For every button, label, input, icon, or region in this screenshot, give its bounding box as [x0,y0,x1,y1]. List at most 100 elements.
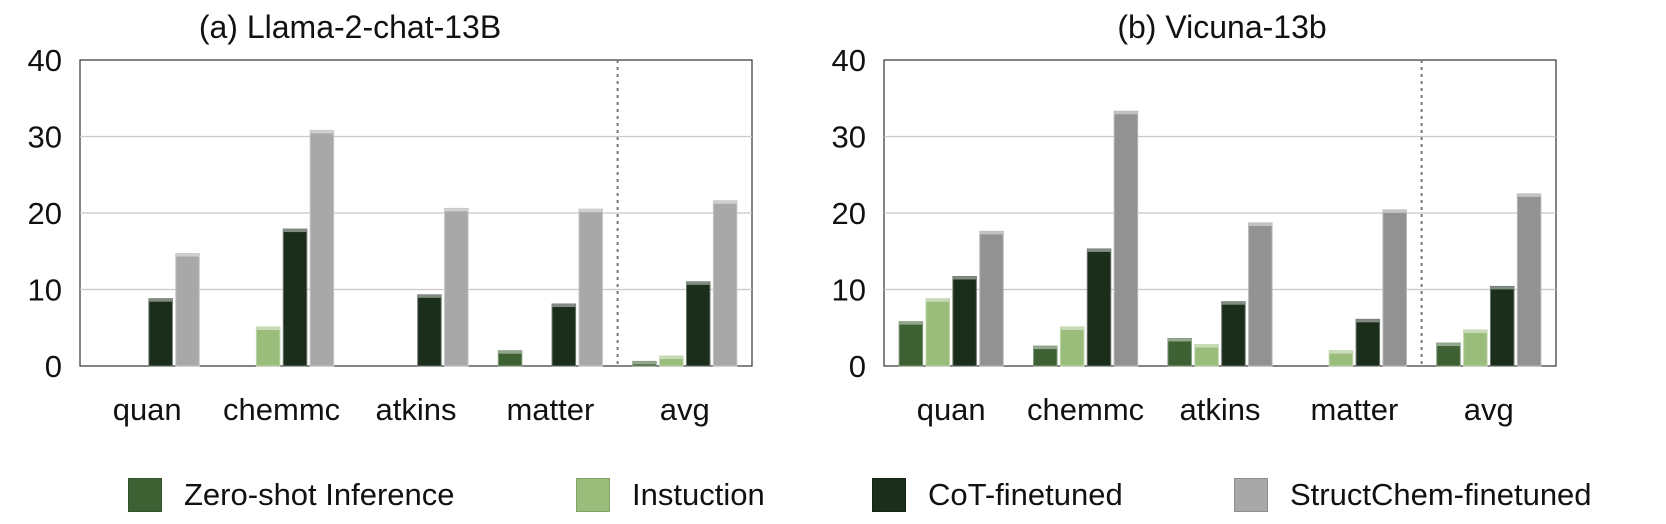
legend-item-zero-shot: Zero-shot Inference [128,466,455,524]
panel-llama: (a) Llama-2-chat-13B 0 10 20 30 40 quan chemmc a… [28,9,753,427]
bar-highlight-vicuna-chemmc-cot [1087,248,1111,252]
bar-highlight-vicuna-matter-structchem [1382,209,1407,213]
y-tick-label-llama-10: 10 [28,273,62,308]
bar-vicuna-atkins-cot [1221,301,1246,367]
legend-label-instuction: Instuction [632,477,765,512]
y-tick-label-vicuna-0: 0 [849,349,866,384]
bar-highlight-vicuna-chemmc-zero-shot [1033,346,1058,350]
bar-highlight-llama-chemmc-structchem [310,130,334,134]
legend-item-cot: CoT-finetuned [872,466,1123,524]
bar-highlight-vicuna-quan-structchem [979,231,1004,235]
y-tick-label-llama-40: 40 [28,43,62,78]
bar-highlight-vicuna-avg-instuction [1463,330,1488,334]
bar-highlight-vicuna-matter-instuction [1329,350,1353,354]
x-tick-label-llama-chemmc: chemmc [223,392,340,427]
y-tick-label-vicuna-20: 20 [832,196,866,231]
bar-vicuna-atkins-instuction [1194,344,1219,367]
bar-llama-matter-structchem [578,208,603,367]
bar-highlight-vicuna-quan-cot [952,276,977,280]
bar-vicuna-chemmc-structchem [1113,110,1139,367]
bar-highlight-vicuna-avg-cot [1490,286,1514,290]
legend-label-structchem: StructChem-finetuned [1290,477,1592,512]
chart-title-vicuna: (b) Vicuna-13b [1117,9,1326,45]
bar-vicuna-quan-cot [952,275,977,367]
bar-highlight-vicuna-chemmc-instuction [1060,326,1084,330]
bar-highlight-llama-atkins-structchem [444,208,469,212]
bar-highlight-llama-chemmc-instuction [256,326,280,330]
bar-vicuna-matter-structchem [1382,209,1407,367]
bar-vicuna-matter-cot [1355,318,1381,367]
bar-vicuna-avg-zero-shot [1436,342,1461,367]
bar-highlight-llama-avg-zero-shot [632,361,657,365]
chart-canvas: (a) Llama-2-chat-13B 0 10 20 30 40 quan chemmc a… [28,9,1557,427]
bar-highlight-vicuna-quan-instuction [926,298,950,302]
bar-llama-chemmc-structchem [309,129,335,367]
bar-highlight-vicuna-atkins-instuction [1194,344,1219,348]
bar-highlight-vicuna-chemmc-structchem [1114,111,1138,115]
bar-highlight-vicuna-atkins-zero-shot [1167,338,1192,342]
legend-label-zero-shot: Zero-shot Inference [184,477,455,512]
bar-vicuna-atkins-zero-shot [1167,337,1192,367]
bar-vicuna-avg-cot [1489,285,1515,367]
bar-vicuna-atkins-structchem [1248,222,1273,367]
bar-vicuna-chemmc-instuction [1059,326,1085,367]
x-tick-label-vicuna-quan: quan [917,392,986,427]
bar-vicuna-quan-instuction [925,298,951,367]
x-tick-label-vicuna-chemmc: chemmc [1027,392,1144,427]
legend-item-structchem: StructChem-finetuned [1234,466,1592,524]
bar-highlight-llama-avg-cot [686,281,710,285]
x-tick-label-llama-quan: quan [113,392,182,427]
bar-highlight-vicuna-atkins-cot [1221,301,1246,305]
bar-highlight-vicuna-matter-cot [1356,319,1380,323]
y-tick-label-llama-30: 30 [28,120,62,155]
bar-highlight-llama-matter-structchem [578,209,603,213]
bar-highlight-llama-quan-structchem [175,253,200,257]
bar-llama-chemmc-instuction [255,326,281,367]
bar-highlight-vicuna-avg-structchem [1517,193,1541,197]
bar-llama-quan-cot [148,298,173,367]
y-tick-label-vicuna-40: 40 [832,43,866,78]
x-tick-label-llama-avg: avg [660,392,710,427]
bar-llama-chemmc-cot [282,228,308,367]
bar-vicuna-quan-structchem [979,230,1004,367]
chart-legend: Zero-shot Inference Instuction CoT-finet… [0,466,1666,524]
bar-vicuna-quan-zero-shot [898,321,924,367]
legend-label-cot: CoT-finetuned [928,477,1123,512]
y-tick-label-vicuna-10: 10 [832,273,866,308]
bar-highlight-vicuna-quan-zero-shot [899,321,923,325]
bar-highlight-vicuna-avg-zero-shot [1436,343,1461,347]
y-tick-label-vicuna-30: 30 [832,120,866,155]
legend-item-instuction: Instuction [576,466,765,524]
x-tick-label-vicuna-avg: avg [1464,392,1514,427]
bar-highlight-llama-matter-zero-shot [498,350,522,354]
bar-highlight-vicuna-atkins-structchem [1248,222,1273,226]
legend-swatch-zero-shot [128,478,162,512]
y-tick-label-llama-0: 0 [45,349,62,384]
chart-title-llama: (a) Llama-2-chat-13B [199,9,501,45]
bar-llama-quan-structchem [175,253,200,367]
bar-llama-atkins-structchem [444,207,469,367]
y-tick-label-llama-20: 20 [28,196,62,231]
bar-llama-matter-cot [551,303,577,367]
legend-swatch-structchem [1234,478,1268,512]
x-tick-label-llama-atkins: atkins [376,392,457,427]
bar-highlight-llama-chemmc-cot [283,229,307,233]
bar-vicuna-avg-instuction [1463,329,1488,367]
bar-highlight-llama-avg-instuction [659,356,684,360]
bar-vicuna-chemmc-cot [1086,248,1112,367]
legend-swatch-instuction [576,478,610,512]
x-tick-label-llama-matter: matter [506,392,594,427]
bar-highlight-llama-quan-cot [148,298,173,302]
legend-swatch-cot [872,478,906,512]
panel-vicuna: (b) Vicuna-13b 0 10 20 30 40 quan chemmc atkins m… [832,9,1557,427]
bar-llama-avg-structchem [712,200,738,367]
bar-highlight-llama-matter-cot [552,304,576,308]
bar-highlight-llama-atkins-cot [417,294,442,298]
x-tick-label-vicuna-atkins: atkins [1180,392,1261,427]
bar-highlight-llama-avg-structchem [713,200,737,204]
bar-llama-avg-cot [685,281,711,367]
bar-llama-atkins-cot [417,294,442,367]
x-tick-label-vicuna-matter: matter [1310,392,1398,427]
bar-vicuna-avg-structchem [1516,193,1542,367]
